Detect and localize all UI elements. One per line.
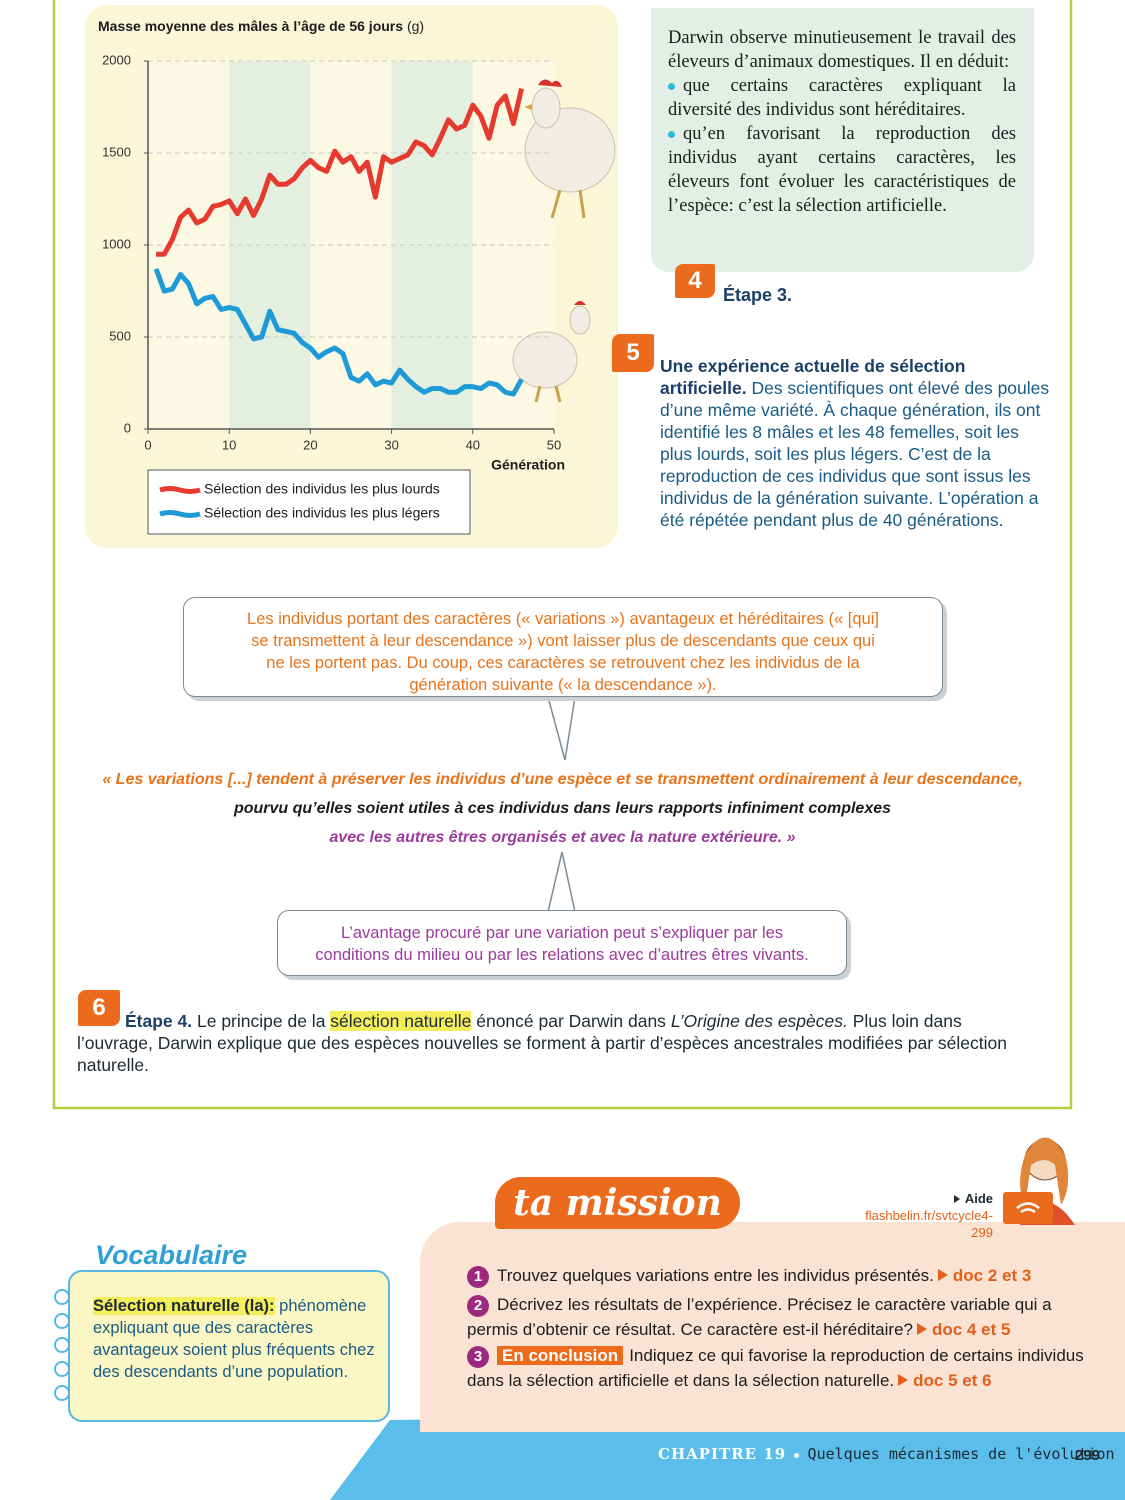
- question-number: 1: [467, 1266, 489, 1288]
- question-ref: doc 4 et 5: [931, 1320, 1011, 1339]
- chart: Masse moyenne des mâles à l’âge de 56 jo…: [98, 18, 616, 535]
- question-ref: doc 2 et 3: [952, 1266, 1032, 1285]
- question-number: 3: [467, 1346, 489, 1368]
- footer-title: Quelques mécanismes de l'évolution: [807, 1445, 1115, 1463]
- bullet-text: que certains caractères expliquant la di…: [668, 76, 1016, 120]
- legend-swatch: [159, 486, 201, 494]
- doc-number: 4: [675, 264, 715, 298]
- doc-caption: Étape 3.: [723, 285, 793, 305]
- vocab-title: Vocabulaire: [95, 1240, 248, 1270]
- bubble-text: L’avantage procuré par une variation peu…: [315, 924, 809, 964]
- vocab-term: Sélection naturelle (la):: [93, 1297, 275, 1315]
- quote-part: « Les variations [...] tendent à préserv…: [102, 771, 1023, 788]
- doc4-box: Darwin observe minutieusement le travail…: [651, 8, 1034, 272]
- doc5-body: Des scientifiques ont élevé des poules d…: [660, 378, 1050, 530]
- question-text: Trouvez quelques variations entre les in…: [497, 1266, 934, 1285]
- x-tick-label: 20: [303, 437, 317, 452]
- question: 1 Trouvez quelques variations entre les i…: [467, 1263, 1087, 1288]
- doc6-text: Étape 4. Le principe de la sélection nat…: [77, 1010, 1037, 1076]
- bubble-bottom: L’avantage procuré par une variation peu…: [277, 910, 847, 976]
- bubble-text: Les individus portant des caractères (« …: [247, 610, 879, 694]
- plot-band: [391, 61, 473, 429]
- question: 3 En conclusion Indiquez ce qui favorise l…: [467, 1343, 1087, 1393]
- y-label: Masse moyenne des mâles à l’âge de 56 jo…: [98, 18, 403, 34]
- chicken-light: [512, 301, 591, 403]
- doc-number: 6: [78, 990, 120, 1026]
- quote: « Les variations [...] tendent à préserv…: [90, 765, 1035, 852]
- x-tick-label: 50: [547, 437, 561, 452]
- bullet-text: qu’en favorisant la reproduction des ind…: [668, 124, 1016, 216]
- question-number: 2: [467, 1295, 489, 1317]
- x-tick-label: 10: [222, 437, 236, 452]
- vocab-definition: phénomène expliquant que des caractères …: [93, 1297, 375, 1381]
- doc-number: 5: [612, 334, 654, 372]
- doc6-label: Étape 4.: [125, 1011, 193, 1031]
- x-tick-label: 40: [466, 437, 480, 452]
- highlight: sélection naturelle: [330, 1011, 472, 1031]
- y-tick-label: 2000: [102, 52, 131, 67]
- doc4-bullet: qu’en favorisant la reproduction des ind…: [668, 122, 1016, 218]
- quote-part: pourvu qu’elles soient utiles à ces indi…: [233, 800, 892, 817]
- mission-title: ta mission: [495, 1177, 740, 1229]
- bubble-top: Les individus portant des caractères (« …: [183, 597, 943, 697]
- y-tick-label: 1500: [102, 144, 131, 159]
- y-axis-title: Masse moyenne des mâles à l’âge de 56 jo…: [98, 18, 424, 34]
- question-tag: En conclusion: [497, 1346, 624, 1365]
- x-tick-label: 30: [384, 437, 398, 452]
- question-text: Indiquez ce qui favorise la reproduction…: [467, 1346, 1084, 1390]
- legend-box: [147, 469, 471, 535]
- doc4-bullet: que certains caractères expliquant la di…: [668, 74, 1016, 122]
- question: 2 Décrivez les résultats de l’expérience.…: [467, 1292, 1087, 1342]
- text: Plus loin dans l’ouvrage, Darwin expliqu…: [77, 1011, 1007, 1075]
- y-tick-label: 500: [109, 328, 131, 343]
- vocab-box: [68, 1270, 390, 1422]
- quote-part: avec les autres êtres organisés et avec …: [329, 829, 796, 846]
- help-url[interactable]: flashbelin.fr/svtcycle4-299: [865, 1208, 993, 1240]
- legend-swatch: [159, 510, 201, 518]
- text: Le principe de la: [197, 1011, 326, 1031]
- vocab-rings: [54, 1289, 70, 1401]
- doc5-text: Une expérience actuelle de sélection art…: [660, 355, 1050, 531]
- legend-label: Sélection des individus les plus lourds: [204, 481, 440, 497]
- chicken-heavy: [524, 79, 616, 219]
- page-number: 299: [1075, 1447, 1101, 1464]
- y-tick-label: 1000: [102, 236, 131, 251]
- mission-help: Aide flashbelin.fr/svtcycle4-299: [850, 1190, 993, 1241]
- question-ref: doc 5 et 6: [913, 1371, 992, 1390]
- book-title: L’Origine des espèces.: [670, 1011, 848, 1031]
- mission-panel: [420, 1222, 1125, 1432]
- doc4-intro: Darwin observe minutieusement le travail…: [668, 28, 1016, 72]
- question-text: Décrivez les résultats de l’expérience. …: [467, 1295, 1052, 1339]
- doc4-text: Darwin observe minutieusement le travail…: [668, 26, 1016, 218]
- footer: CHAPITRE 19 Quelques mécanismes de l'évo…: [658, 1445, 1115, 1463]
- footer-chapter: CHAPITRE 19: [658, 1445, 787, 1463]
- y-unit: (g): [407, 18, 424, 34]
- legend-label: Sélection des individus les plus légers: [204, 505, 440, 521]
- mission-illustration: [1003, 1137, 1075, 1225]
- data-line: [156, 88, 524, 257]
- doc5-title: Une expérience actuelle de sélection art…: [660, 356, 966, 398]
- x-tick-label: 0: [144, 437, 151, 452]
- text: énoncé par Darwin dans: [476, 1011, 666, 1031]
- help-label: Aide: [964, 1191, 993, 1206]
- y-tick-label: 0: [124, 420, 131, 435]
- data-line: [153, 268, 524, 397]
- vocab-text: Sélection naturelle (la): phénomène expl…: [93, 1295, 383, 1383]
- x-axis-title: Génération: [491, 457, 565, 473]
